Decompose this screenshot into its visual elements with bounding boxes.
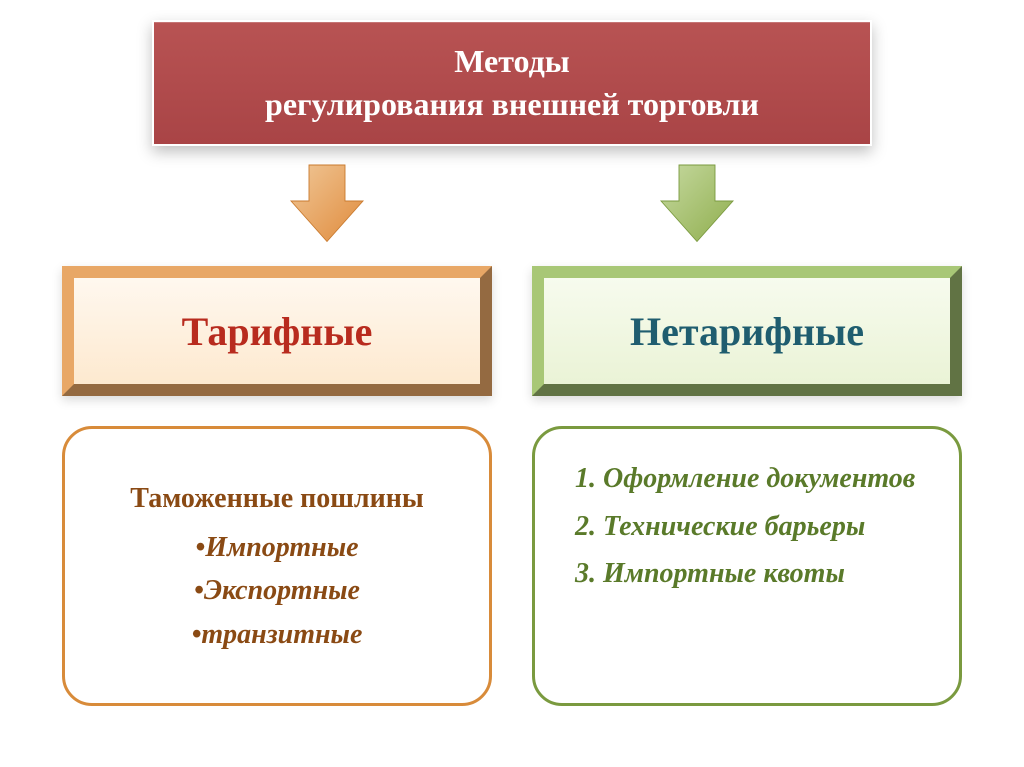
header-box: Методы регулирования внешней торговли — [152, 20, 872, 146]
detail-box-tariff: Таможенные пошлины •Импортные •Экспортны… — [62, 426, 492, 706]
category-box-tariff: Тарифные — [62, 266, 492, 396]
detail-title-left: Таможенные пошлины — [95, 477, 459, 520]
left-column: Тарифные Таможенные пошлины •Импортные •… — [62, 266, 492, 706]
category-box-nontariff: Нетарифные — [532, 266, 962, 396]
columns: Тарифные Таможенные пошлины •Импортные •… — [40, 266, 984, 706]
category-label-left: Тарифные — [182, 308, 373, 355]
right-column: Нетарифные Оформление документов Техниче… — [532, 266, 962, 706]
arrow-down-left-icon — [282, 156, 372, 246]
detail-item-right-2: Импортные квоты — [575, 552, 929, 595]
header-line1: Методы — [174, 40, 850, 83]
detail-item-right-1: Технические барьеры — [575, 505, 929, 548]
detail-item-left-2: •транзитные — [95, 613, 459, 656]
detail-item-right-0: Оформление документов — [575, 457, 929, 500]
detail-item-left-1: •Экспортные — [95, 569, 459, 612]
arrow-down-right-icon — [652, 156, 742, 246]
arrows-row — [40, 156, 984, 246]
detail-box-nontariff: Оформление документов Технические барьер… — [532, 426, 962, 706]
header-line2: регулирования внешней торговли — [174, 83, 850, 126]
detail-list-right: Оформление документов Технические барьер… — [565, 457, 929, 595]
detail-item-left-0: •Импортные — [95, 526, 459, 569]
category-label-right: Нетарифные — [630, 308, 864, 355]
